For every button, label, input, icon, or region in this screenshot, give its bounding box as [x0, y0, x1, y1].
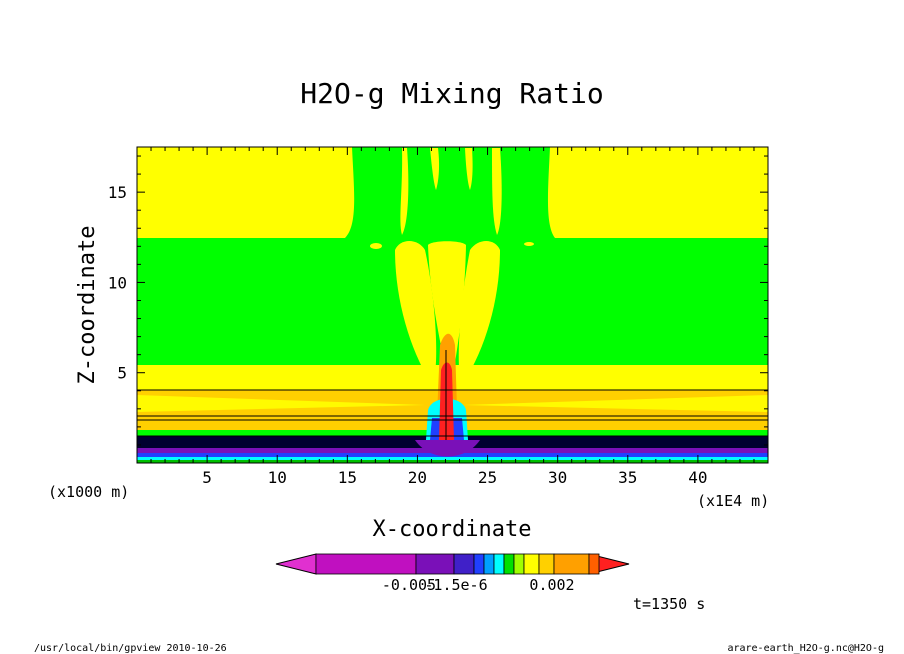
left-yellow-tongue [137, 395, 425, 412]
colorbar-segment [538, 553, 555, 575]
x-tick-label: 20 [408, 468, 427, 487]
x-tick-label: 15 [338, 468, 357, 487]
plume-yellow-streak-1 [400, 148, 409, 235]
small-yellow-blob-left [370, 243, 382, 249]
y-axis-label: Z-coordinate [75, 226, 100, 385]
x-tick-label: 10 [268, 468, 287, 487]
y-tick-label: 5 [117, 364, 127, 383]
plume-surface-depression [415, 440, 480, 457]
x-tick-label: 30 [548, 468, 567, 487]
chart-title: H2O-g Mixing Ratio [300, 77, 603, 110]
x-tick-label: 5 [202, 468, 212, 487]
y-axis: 5 10 15 [108, 155, 768, 446]
colorbar [275, 553, 630, 575]
colorbar-tick-label: -0.005 [382, 576, 436, 594]
upper-left-yellow-region [137, 147, 355, 238]
y-tick-label: 10 [108, 273, 127, 292]
colorbar-tick-label: 0.002 [529, 576, 574, 594]
x-tick-label: 25 [478, 468, 497, 487]
right-yellow-tongue [462, 395, 768, 412]
plot-frame [136, 146, 769, 464]
cyan-band [137, 457, 768, 460]
colorbar-segment [483, 553, 495, 575]
colorbar-segment [523, 553, 540, 575]
x-axis: 5 10 15 20 25 30 35 40 [150, 147, 755, 487]
x-axis-label: X-coordinate [373, 517, 532, 542]
plume-yellow-streak-3 [465, 148, 473, 190]
footer-left: /usr/local/bin/gpview 2010-10-26 [34, 643, 227, 654]
small-yellow-blob-right [524, 242, 534, 246]
upper-right-yellow-region [547, 147, 768, 238]
green-surface-band [137, 460, 768, 463]
colorbar-left-arrow [275, 553, 317, 575]
y-unit-label: (x1000 m) [48, 483, 129, 501]
colorbar-segment [588, 553, 600, 575]
x-tick-label: 35 [618, 468, 637, 487]
colorbar-tick-label: -1.5e-6 [424, 576, 487, 594]
colorbar-segment [493, 553, 505, 575]
plume-left-yellow-column [395, 241, 437, 385]
plume-yellow-streak-4 [492, 148, 502, 235]
x-tick-label: 40 [688, 468, 707, 487]
plume-right-yellow-column [458, 241, 500, 385]
colorbar-segment [513, 553, 525, 575]
plume-yellow-streak-2 [430, 148, 440, 190]
x-unit-label: (x1E4 m) [697, 492, 769, 510]
colorbar-segment [315, 553, 417, 575]
contour-field [136, 146, 769, 464]
colorbar-segment [415, 553, 455, 575]
colorbar-segment [503, 553, 515, 575]
y-tick-label: 15 [108, 183, 127, 202]
footer-right: arare-earth_H2O-g.nc@H2O-g [727, 643, 884, 654]
colorbar-segment [473, 553, 485, 575]
colorbar-segment [553, 553, 590, 575]
time-label: t=1350 s [633, 595, 705, 613]
colorbar-segment [453, 553, 475, 575]
colorbar-labels: -0.005-1.5e-6 0.002 [382, 576, 575, 594]
plume-center-yellow-column [428, 241, 466, 390]
